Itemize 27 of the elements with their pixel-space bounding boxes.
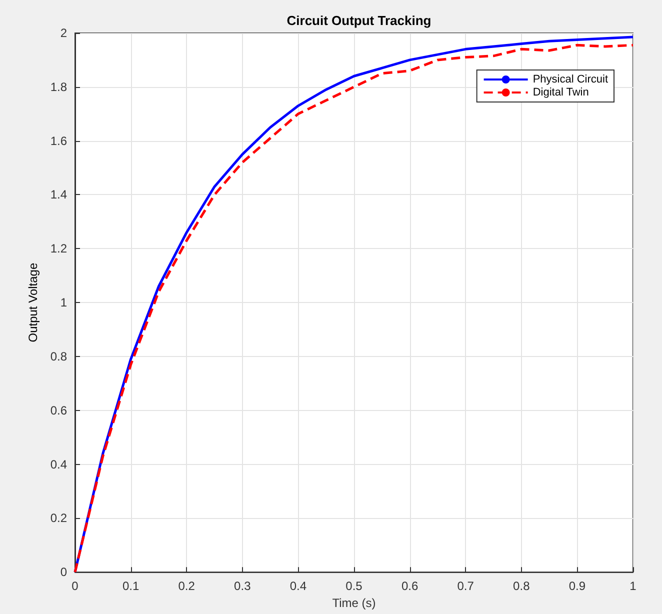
y-tick-label: 0: [60, 565, 68, 580]
y-tick-label: 0.2: [50, 511, 68, 526]
x-tick-label: 0.7: [457, 579, 474, 594]
y-tick-label: 0.6: [50, 403, 68, 418]
x-tick-label: 0.8: [513, 579, 530, 594]
y-tick-label: 1.2: [50, 242, 68, 256]
legend-label: Digital Twin: [532, 86, 589, 98]
x-tick-label: 0.1: [122, 579, 140, 594]
chart-title: Circuit Output Tracking: [286, 13, 432, 28]
y-tick-label: 2: [60, 26, 68, 40]
y-tick-label: 1.4: [50, 188, 68, 202]
y-tick-label: 0.8: [50, 349, 68, 364]
x-tick-label: 0.5: [346, 579, 363, 594]
y-axis-title: Output Voltage: [26, 262, 40, 342]
legend-label: Physical Circuit: [532, 74, 608, 86]
x-tick-label: 1: [630, 579, 637, 594]
x-tick-label: 0.9: [568, 579, 586, 594]
y-tick-label: 1: [60, 296, 68, 310]
x-tick-label: 0.3: [234, 579, 252, 594]
x-tick-label: 0: [72, 579, 79, 594]
x-tick-label: 0.4: [290, 579, 307, 594]
y-tick-label: 1.6: [50, 134, 68, 148]
x-tick-label: 0.6: [401, 579, 418, 594]
y-tick-label: 0.4: [50, 457, 68, 472]
x-axis-title: Time (s): [332, 596, 376, 610]
y-tick-label: 1.8: [50, 80, 68, 94]
x-tick-label: 0.2: [178, 579, 196, 594]
